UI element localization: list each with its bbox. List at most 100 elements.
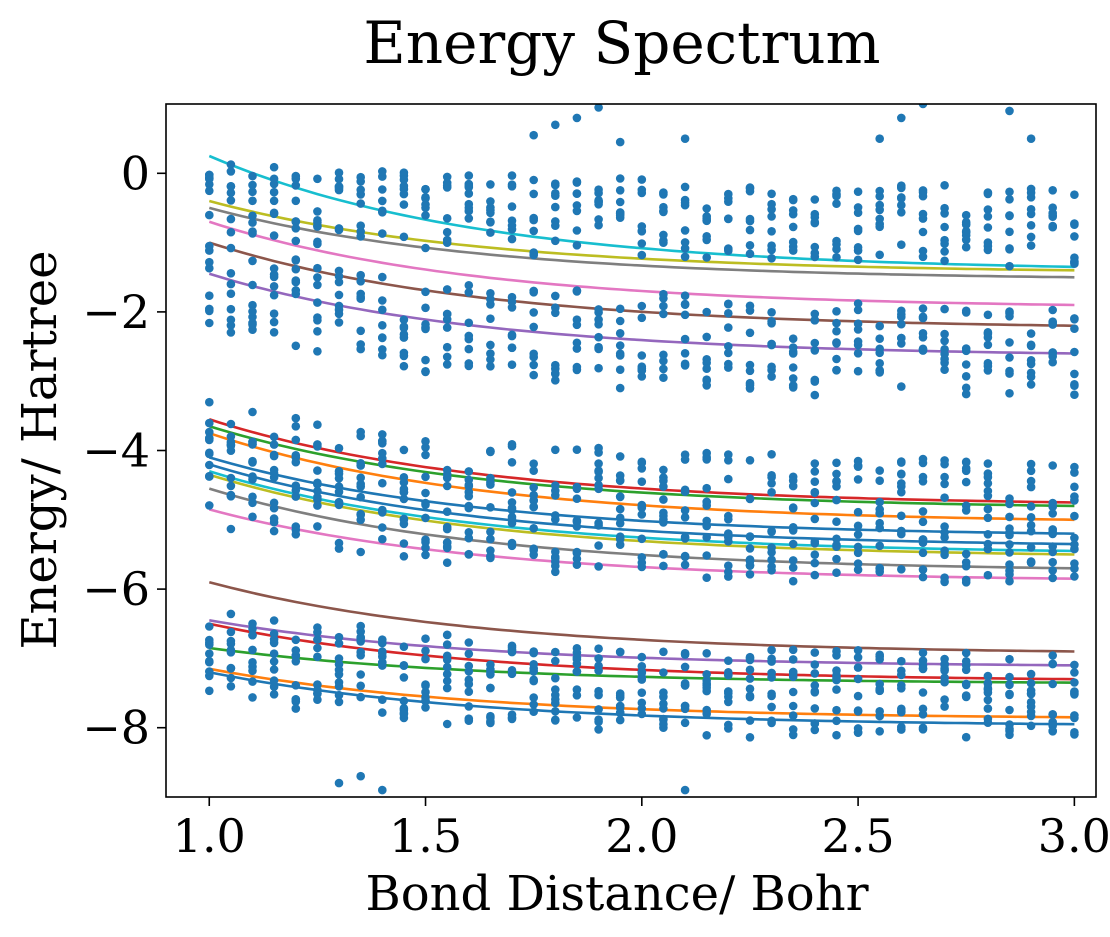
scatter-point [875,192,884,201]
scatter-point [767,718,776,728]
scatter-point [961,657,971,666]
scatter-point [248,171,257,181]
scatter-point [507,221,517,230]
scatter-point [356,270,366,280]
scatter-point [572,178,582,187]
scatter-point [269,432,279,442]
scatter-point [334,318,344,327]
scatter-point [1048,679,1057,689]
scatter-point [399,539,409,548]
scatter-point [810,687,820,696]
scatter-point [940,459,949,469]
scatter-point [918,535,928,544]
scatter-point [810,570,820,580]
scatter-point [961,389,971,399]
scatter-point [291,522,301,531]
scatter-point [745,249,755,259]
scatter-point [875,134,884,143]
scatter-point [572,560,582,569]
scatter-point [594,315,603,324]
scatter-point [1026,707,1036,717]
scatter-point [399,200,409,209]
scatter-point [853,305,863,315]
scatter-point [702,307,711,317]
scatter-point [421,634,430,643]
scatter-point [637,313,647,323]
scatter-point [897,656,906,666]
scatter-point [918,312,928,322]
scatter-point [983,695,993,705]
scatter-point [269,514,279,523]
scatter-point [788,523,798,532]
scatter-point [486,217,495,226]
scatter-point [291,341,301,351]
scatter-point [248,320,257,329]
scatter-point [702,364,711,374]
scatter-point [897,194,906,203]
scatter-point [205,186,214,196]
scatter-point [832,458,841,468]
scatter-point [507,330,517,340]
scatter-point [940,181,949,190]
scatter-point [788,576,798,586]
scatter-point [529,459,538,469]
scatter-point [810,669,820,678]
scatter-point [291,422,301,431]
scatter-point [961,477,971,487]
scatter-point [442,669,452,679]
scatter-point [788,701,798,711]
scatter-point [767,555,776,565]
scatter-point [248,187,257,197]
scatter-point [810,309,820,319]
scatter-point [269,317,279,327]
scatter-point [832,568,841,577]
scatter-point [940,550,949,560]
scatter-point [1070,688,1079,698]
scatter-point [702,235,711,245]
scatter-point [680,513,690,522]
scatter-point [378,648,387,658]
scatter-point [313,327,322,336]
scatter-point [226,328,236,337]
scatter-point [1026,232,1036,242]
scatter-point [680,506,690,515]
scatter-point [1048,542,1057,551]
scatter-point [983,223,993,232]
scatter-point [464,491,474,501]
scatter-point [680,650,690,659]
scatter-point [486,551,495,561]
scatter-point [659,668,668,677]
scatter-point [507,512,517,522]
scatter-point [291,174,301,184]
scatter-point [205,397,214,407]
scatter-point [594,690,603,700]
scatter-point [464,359,474,368]
scatter-point [1048,318,1057,328]
scatter-point [961,691,971,700]
scatter-point [680,361,690,370]
scatter-point [269,676,279,685]
series-line-curve-8 [208,424,1075,508]
scatter-point [680,662,690,672]
scatter-point [1048,352,1057,361]
scatter-point [745,216,755,226]
scatter-point [248,456,257,466]
scatter-point [918,507,928,516]
scatter-point [551,179,560,188]
scatter-point [897,240,906,249]
scatter-point [615,647,625,657]
scatter-point [767,319,776,328]
scatter-point [421,367,430,377]
scatter-point [788,246,798,255]
scatter-point [810,681,820,690]
scatter-point [486,670,495,679]
scatter-point [724,323,733,332]
scatter-point [1005,499,1014,509]
scatter-point [767,548,776,557]
scatter-point [399,484,409,494]
scatter-point [832,318,841,328]
scatter-point [356,509,366,519]
scatter-point [421,687,430,697]
scatter-point [745,674,755,683]
scatter-point [918,304,928,313]
